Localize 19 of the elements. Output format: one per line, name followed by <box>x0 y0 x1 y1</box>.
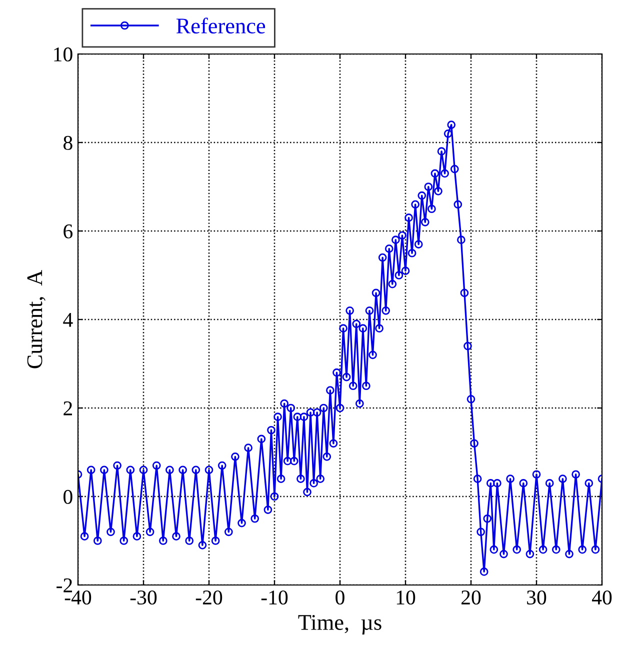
x-tick-label: 30 <box>527 590 546 605</box>
x-tick-label: 40 <box>592 590 612 605</box>
x-tick-label: -20 <box>196 590 222 605</box>
y-tick-label: -2 <box>56 578 72 592</box>
x-tick-label: -10 <box>261 590 288 605</box>
x-tick-label: 0 <box>336 590 344 605</box>
y-tick-label: 0 <box>64 490 72 504</box>
x-tick-label: 10 <box>396 590 416 605</box>
y-tick-label: 6 <box>64 224 73 238</box>
y-tick-label: 4 <box>63 313 73 327</box>
x-tick-label: -40 <box>64 590 92 605</box>
y-tick-label: 8 <box>64 136 72 150</box>
x-tick-label: 20 <box>462 590 481 605</box>
y-tick-label: 10 <box>54 47 72 62</box>
y-tick-label: 2 <box>64 401 72 416</box>
y-axis-title: Current, A <box>27 270 46 368</box>
x-axis-title: Time, µs <box>298 615 382 634</box>
legend-label: Reference <box>176 18 266 34</box>
x-tick-label: -30 <box>130 590 157 605</box>
